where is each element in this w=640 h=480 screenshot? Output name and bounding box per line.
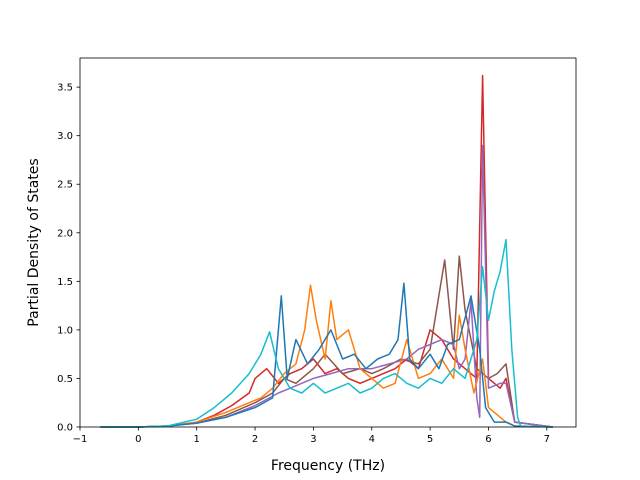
- x-tick-label: 2: [252, 434, 258, 445]
- series-line-6: [100, 238, 553, 428]
- x-tick-label: 3: [310, 434, 316, 445]
- y-tick-label: 3.0: [57, 131, 73, 142]
- series-line-4: [100, 284, 553, 428]
- x-tick-label: 0: [135, 434, 141, 445]
- y-axis: 0.0 0.5 1.0 1.5 2.0 2.5 3.0 3.5: [57, 83, 80, 434]
- series-layer: [100, 74, 553, 428]
- x-axis-label: Frequency (THz): [271, 458, 385, 474]
- plot-frame: [79, 57, 577, 428]
- series-line-3: [100, 144, 553, 428]
- x-tick-label: 5: [427, 434, 433, 445]
- y-tick-label: 1.5: [57, 277, 73, 288]
- x-tick-label: 7: [544, 434, 550, 445]
- x-tick-label: −1: [73, 434, 88, 445]
- series-line-1: [100, 74, 553, 428]
- x-tick-label: 1: [194, 434, 200, 445]
- y-tick-label: 3.5: [57, 83, 73, 94]
- y-tick-label: 1.0: [57, 325, 73, 336]
- y-axis-label: Partial Density of States: [26, 158, 42, 326]
- y-tick-label: 2.0: [57, 228, 73, 239]
- x-tick-label: 6: [485, 434, 491, 445]
- y-tick-label: 0.5: [57, 374, 73, 385]
- y-tick-label: 0.0: [57, 423, 73, 434]
- x-tick-label: 4: [369, 434, 375, 445]
- x-axis: −1 0 1 2 3 4 5 6 7: [73, 427, 550, 445]
- y-tick-label: 2.5: [57, 180, 73, 191]
